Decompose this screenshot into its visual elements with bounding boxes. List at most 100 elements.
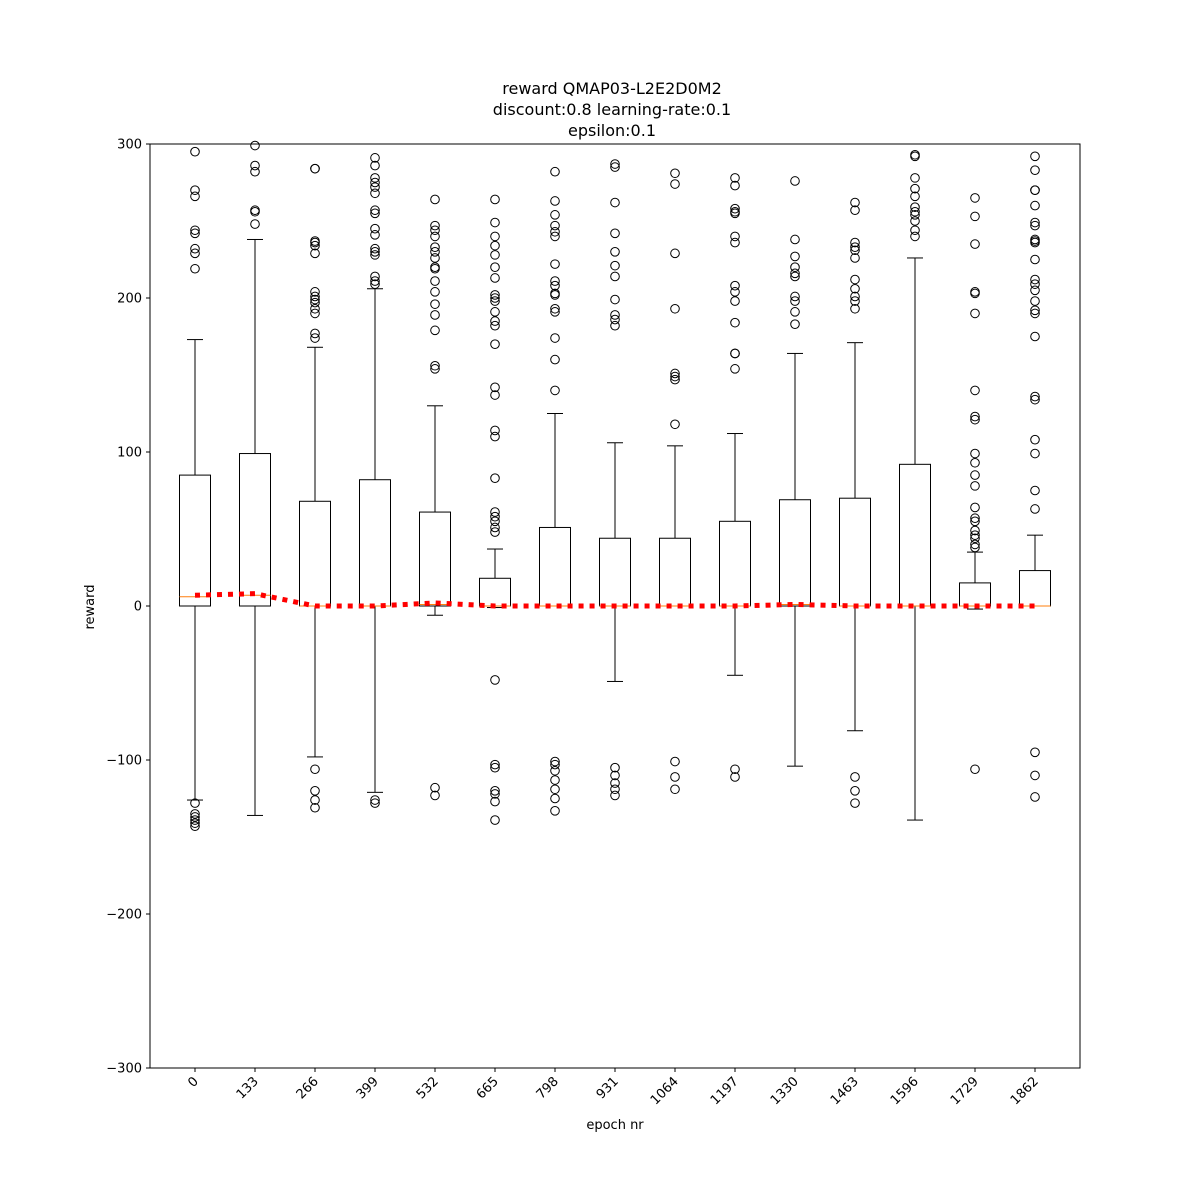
outlier-point: [190, 185, 200, 195]
outlier-point: [730, 317, 740, 328]
outlier-point: [550, 765, 560, 776]
outlier-point: [370, 205, 380, 216]
outlier-point: [190, 191, 200, 202]
outlier-point: [610, 294, 620, 305]
outlier-point: [850, 786, 860, 796]
outlier-point: [310, 287, 320, 297]
outlier-point: [730, 203, 740, 214]
outlier-point: [490, 431, 500, 442]
outlier-point: [490, 759, 500, 770]
outlier-point: [970, 470, 980, 480]
box-group-266: [299, 163, 331, 813]
outlier-point: [490, 382, 500, 393]
outlier-point: [970, 211, 980, 222]
outlier-point: [670, 772, 680, 782]
box-group-532: [419, 194, 451, 801]
outlier-point: [610, 247, 620, 257]
outlier-point: [430, 263, 440, 274]
outlier-point: [790, 271, 800, 282]
outlier-point: [670, 368, 680, 379]
outlier-point: [430, 247, 440, 257]
outlier-point: [910, 183, 920, 194]
outlier-point: [370, 230, 380, 240]
outlier-point: [730, 772, 740, 782]
outlier-point: [430, 194, 440, 205]
outlier-point: [370, 798, 380, 808]
outlier-point: [370, 250, 380, 260]
outlier-point: [370, 160, 380, 171]
outlier-point: [610, 159, 620, 169]
outlier-point: [670, 756, 680, 767]
box-group-399: [359, 153, 391, 808]
outlier-point: [550, 354, 560, 365]
outlier-point: [850, 303, 860, 314]
outlier-point: [850, 253, 860, 263]
outlier-point: [370, 188, 380, 199]
outlier-point: [550, 280, 560, 291]
outlier-point: [790, 268, 800, 279]
outlier-point: [850, 205, 860, 216]
outlier-point: [970, 411, 980, 422]
outlier-point: [1030, 254, 1040, 265]
outlier-point: [610, 162, 620, 172]
outlier-point: [430, 310, 440, 320]
outlier-point: [490, 796, 500, 807]
outlier-point: [610, 762, 620, 773]
title-line-2: discount:0.8 learning-rate:0.1: [493, 100, 731, 119]
outlier-point: [550, 793, 560, 804]
outlier-point: [730, 180, 740, 191]
outlier-point: [430, 360, 440, 371]
outlier-point: [610, 310, 620, 320]
outlier-point: [310, 163, 320, 174]
outlier-point: [430, 782, 440, 793]
outlier-point: [1030, 391, 1040, 402]
outlier-point: [370, 173, 380, 183]
outlier-point: [490, 786, 500, 796]
outlier-point: [970, 193, 980, 203]
outlier-point: [970, 539, 980, 550]
outlier-point: [190, 243, 200, 254]
outlier-point: [610, 314, 620, 325]
plot-area: [179, 140, 1051, 832]
outlier-point: [610, 197, 620, 208]
outlier-point: [730, 296, 740, 306]
outlier-point: [730, 173, 740, 183]
outlier-point: [490, 250, 500, 260]
outlier-point: [790, 251, 800, 262]
outlier-point: [550, 759, 560, 770]
outlier-point: [910, 173, 920, 183]
outlier-point: [910, 151, 920, 162]
outlier-point: [730, 287, 740, 297]
outlier-point: [550, 226, 560, 237]
outlier-point: [490, 516, 500, 527]
outlier-point: [610, 228, 620, 239]
outlier-point: [1030, 217, 1040, 228]
box-iqr: [179, 474, 211, 607]
outlier-point: [550, 231, 560, 242]
outlier-point: [430, 299, 440, 309]
outlier-point: [790, 262, 800, 273]
outlier-point: [490, 290, 500, 300]
outlier-point: [550, 166, 560, 177]
outlier-point: [850, 772, 860, 782]
outlier-point: [730, 764, 740, 775]
outlier-point: [550, 775, 560, 785]
outlier-point: [1030, 394, 1040, 405]
mean-trend-line: [194, 591, 1035, 609]
outlier-point: [550, 210, 560, 220]
outlier-point: [1030, 770, 1040, 781]
outlier-point: [310, 795, 320, 805]
outlier-point: [550, 385, 560, 396]
outlier-point: [970, 502, 980, 513]
outlier-point: [970, 764, 980, 775]
outlier-point: [1030, 485, 1040, 496]
outlier-point: [610, 790, 620, 801]
outlier-point: [970, 525, 980, 536]
outlier-point: [970, 530, 980, 540]
outlier-point: [490, 473, 500, 483]
outlier-point: [910, 191, 920, 202]
outlier-point: [430, 790, 440, 801]
outlier-point: [490, 527, 500, 537]
outlier-point: [1030, 792, 1040, 802]
outlier-point: [730, 280, 740, 291]
